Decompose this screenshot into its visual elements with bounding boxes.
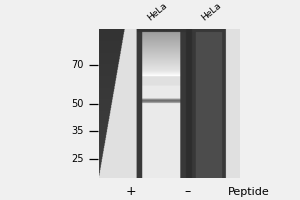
Text: 25: 25 xyxy=(71,154,84,164)
Text: HeLa: HeLa xyxy=(146,1,169,23)
Text: –: – xyxy=(184,185,190,198)
Text: +: + xyxy=(125,185,136,198)
Text: 70: 70 xyxy=(72,60,84,70)
Text: Peptide: Peptide xyxy=(228,187,270,197)
Text: 35: 35 xyxy=(72,126,84,136)
Text: 50: 50 xyxy=(72,99,84,109)
Text: HeLa: HeLa xyxy=(200,1,223,23)
